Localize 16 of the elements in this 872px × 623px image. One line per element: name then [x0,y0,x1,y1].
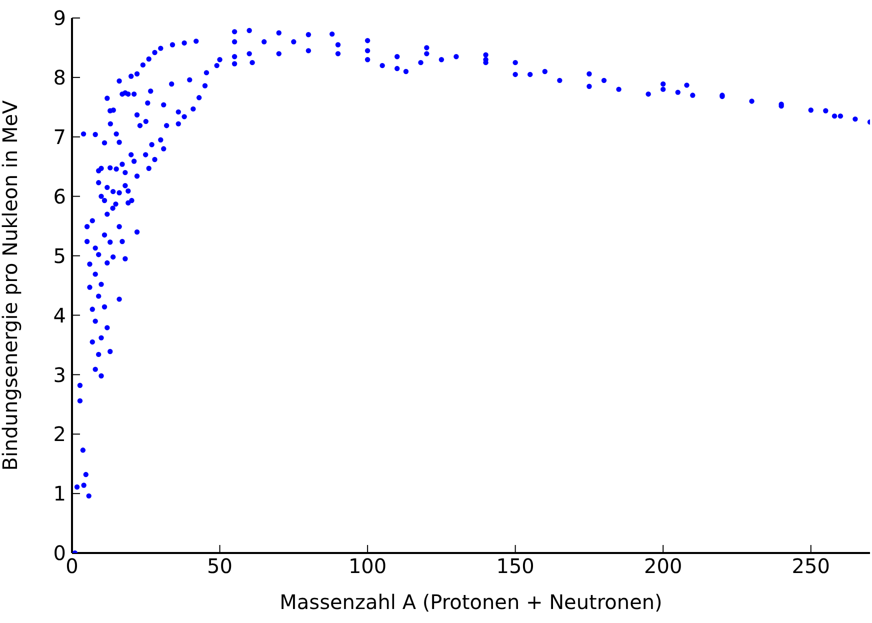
y-tick-label: 7 [53,124,66,149]
y-tick-label: 9 [53,6,66,30]
x-tick-label: 50 [207,554,233,578]
x-tick-label: 200 [644,554,682,578]
y-tick-label: 3 [53,362,66,387]
y-axis-title: Bindungsenergie pro Nukleon in MeV [0,100,22,471]
y-tick-label: 1 [53,482,66,506]
x-tick-label: 100 [348,554,387,578]
x-tick-label: 250 [792,554,830,578]
x-axis-title: Massenzahl A (Protonen + Neutronen) [280,590,662,614]
x-tick-label: 150 [496,554,534,578]
y-tick-label: 6 [53,184,66,208]
y-tick-label: 4 [53,303,66,328]
y-tick-label: 8 [53,66,66,90]
y-tick-label: 5 [53,244,66,268]
y-tick-label: 2 [53,422,66,446]
